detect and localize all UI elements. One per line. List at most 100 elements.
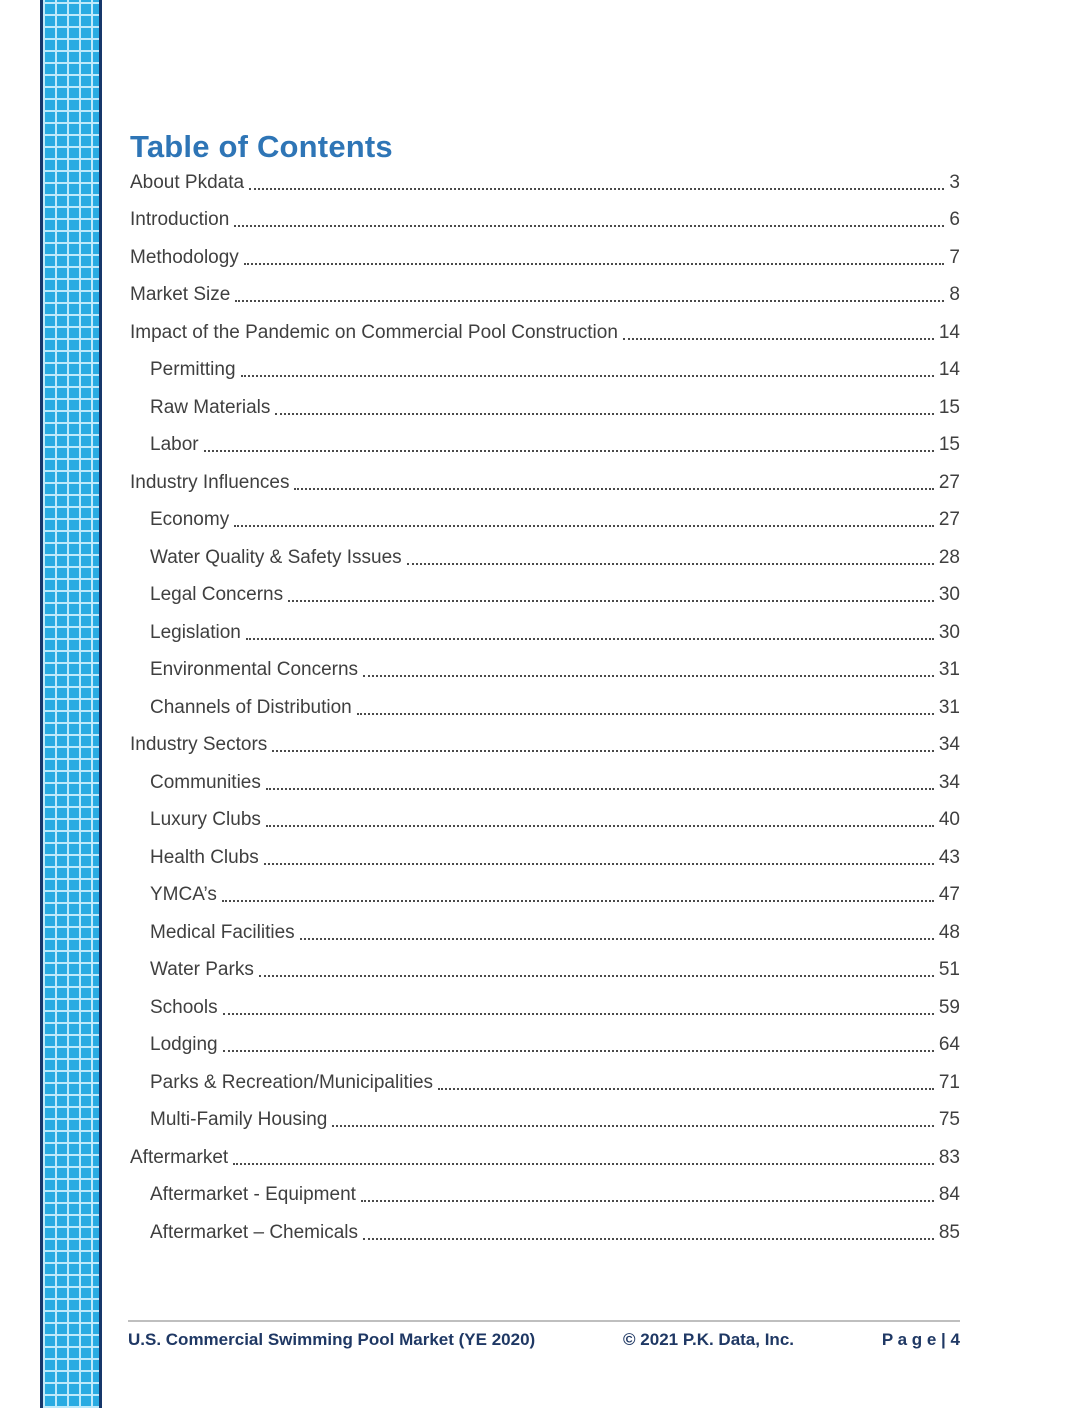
toc-entry[interactable]: Water Quality & Safety Issues 28 (130, 539, 960, 577)
toc-entry-page: 71 (938, 1071, 960, 1093)
toc-entry-label: Lodging (150, 1034, 218, 1055)
toc-entry-label: Medical Facilities (150, 921, 295, 943)
toc-entry-page: 31 (938, 659, 960, 680)
toc-entry-page: 83 (938, 1146, 960, 1168)
toc-entry-label: Market Size (130, 284, 231, 305)
toc-entry[interactable]: Impact of the Pandemic on Commercial Poo… (130, 314, 960, 352)
toc-entry-label: Impact of the Pandemic on Commercial Poo… (130, 321, 618, 343)
toc-entry[interactable]: Schools 59 (130, 989, 960, 1027)
dot-leader (233, 1162, 934, 1165)
dot-leader (438, 1087, 934, 1090)
toc-entry-label: Methodology (130, 246, 239, 268)
footer-document-title: U.S. Commercial Swimming Pool Market (YE… (128, 1330, 536, 1349)
toc-entry[interactable]: Luxury Clubs 40 (130, 802, 960, 840)
toc-entry[interactable]: Medical Facilities 48 (130, 914, 960, 952)
toc-entry[interactable]: Industry Sectors 34 (130, 727, 960, 765)
toc-entry-label: Schools (150, 996, 218, 1018)
dot-leader (203, 450, 934, 452)
toc-entry-label: YMCA’s (150, 884, 217, 905)
toc-entry[interactable]: Industry Influences 27 (130, 464, 960, 502)
toc-entry[interactable]: Market Size 8 (130, 277, 960, 315)
footer-page-number: P a g e | 4 (881, 1330, 960, 1349)
dot-leader (240, 375, 934, 377)
toc-entry[interactable]: Environmental Concerns 31 (130, 652, 960, 690)
toc-entry-label: Industry Influences (130, 471, 290, 493)
dot-leader (294, 487, 934, 490)
toc-entry-page: 6 (949, 209, 960, 230)
toc-entry[interactable]: Health Clubs 43 (130, 839, 960, 877)
toc-entry-label: Economy (150, 509, 230, 530)
toc-entry[interactable]: Communities 34 (130, 764, 960, 802)
toc-entry-label: Raw Materials (150, 396, 271, 418)
toc-entry-label: Channels of Distribution (150, 696, 352, 718)
dot-leader (222, 1012, 934, 1015)
toc-entry[interactable]: Aftermarket - Equipment 84 (130, 1177, 960, 1215)
page-footer: U.S. Commercial Swimming Pool Market (YE… (128, 1320, 960, 1350)
toc-entry-page: 27 (938, 509, 960, 530)
toc-entry[interactable]: Channels of Distribution 31 (130, 689, 960, 727)
dot-leader (272, 750, 934, 752)
toc-entry-label: Industry Sectors (130, 734, 268, 755)
toc-entry-page: 34 (938, 734, 960, 755)
toc-list: About Pkdata 3 Introduction 6 Methodology 7 Ma… (130, 164, 960, 1252)
toc-entry[interactable]: Lodging 64 (130, 1027, 960, 1065)
toc-entry-label: About Pkdata (130, 171, 245, 193)
toc-entry-page: 30 (938, 621, 960, 643)
dot-leader (263, 862, 934, 865)
dot-leader (243, 262, 945, 265)
dot-leader (234, 525, 934, 527)
toc-entry-label: Water Parks (150, 959, 254, 980)
toc-entry-label: Legislation (150, 621, 241, 643)
toc-entry-page: 59 (938, 996, 960, 1018)
toc-entry-page: 31 (938, 696, 960, 718)
toc-entry-label: Aftermarket - Equipment (150, 1184, 356, 1205)
toc-entry[interactable]: Multi-Family Housing 75 (130, 1102, 960, 1140)
dot-leader (221, 900, 934, 902)
toc-entry-label: Introduction (130, 209, 230, 230)
toc-entry[interactable]: YMCA’s 47 (130, 877, 960, 915)
toc-entry-page: 34 (938, 771, 960, 793)
dot-leader (234, 225, 945, 227)
toc-entry[interactable]: Labor 15 (130, 427, 960, 465)
toc-entry-label: Multi-Family Housing (150, 1109, 328, 1130)
toc-entry[interactable]: Aftermarket – Chemicals 85 (130, 1214, 960, 1252)
toc-entry[interactable]: About Pkdata 3 (130, 164, 960, 202)
toc-entry[interactable]: Raw Materials 15 (130, 389, 960, 427)
toc-entry-page: 30 (938, 584, 960, 605)
toc-entry-label: Luxury Clubs (150, 809, 261, 830)
pool-tile-border (40, 0, 102, 1408)
dot-leader (275, 412, 934, 415)
page-title: Table of Contents (130, 129, 393, 164)
toc-entry[interactable]: Aftermarket 83 (130, 1139, 960, 1177)
toc-entry[interactable]: Permitting 14 (130, 352, 960, 390)
dot-leader (332, 1125, 934, 1127)
dot-leader (235, 300, 945, 302)
toc-entry-page: 40 (938, 809, 960, 830)
toc-entry-label: Environmental Concerns (150, 659, 359, 680)
toc-entry-page: 28 (938, 546, 960, 568)
dot-leader (363, 1237, 934, 1240)
toc-entry-page: 64 (938, 1034, 960, 1055)
toc-entry[interactable]: Economy 27 (130, 502, 960, 540)
dot-leader (222, 1050, 934, 1052)
toc-entry[interactable]: Introduction 6 (130, 202, 960, 240)
toc-entry-page: 15 (938, 434, 960, 455)
toc-entry[interactable]: Methodology 7 (130, 239, 960, 277)
dot-leader (265, 787, 934, 790)
toc-entry-label: Aftermarket (130, 1146, 229, 1168)
toc-entry-label: Aftermarket – Chemicals (150, 1221, 359, 1243)
dot-leader (622, 337, 934, 340)
toc-entry[interactable]: Water Parks 51 (130, 952, 960, 990)
toc-entry-page: 15 (938, 396, 960, 418)
toc-content: Table of Contents About Pkdata 3 Introduct… (130, 130, 960, 1252)
toc-entry[interactable]: Legal Concerns 30 (130, 577, 960, 615)
toc-entry-page: 27 (938, 471, 960, 493)
toc-entry[interactable]: Legislation 30 (130, 614, 960, 652)
dot-leader (245, 637, 934, 640)
dot-leader (360, 1200, 934, 1202)
toc-entry-label: Legal Concerns (150, 584, 284, 605)
toc-entry[interactable]: Parks & Recreation/Municipalities 71 (130, 1064, 960, 1102)
toc-entry-label: Communities (150, 771, 261, 793)
dot-leader (299, 937, 934, 940)
